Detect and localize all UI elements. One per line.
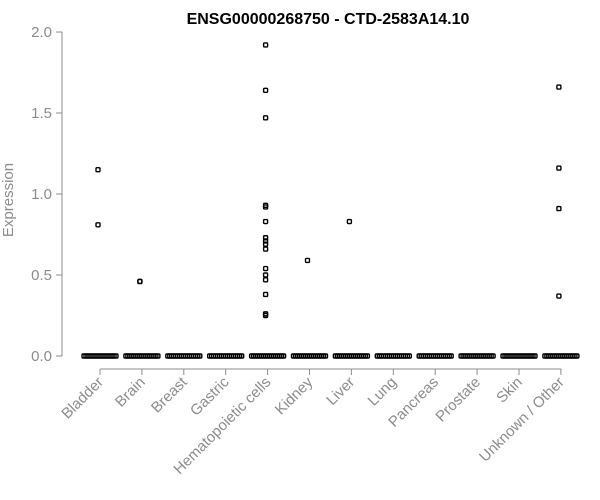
data-point bbox=[262, 246, 269, 252]
data-point bbox=[137, 278, 143, 285]
x-tick-label: Breast bbox=[148, 373, 191, 416]
data-point bbox=[556, 165, 562, 171]
data-point bbox=[556, 205, 562, 212]
zero-point bbox=[238, 353, 245, 359]
y-tick-label: 0.0 bbox=[31, 348, 52, 365]
x-tick-label: Liver bbox=[323, 374, 358, 409]
data-point bbox=[262, 235, 269, 241]
data-point bbox=[262, 291, 269, 298]
zero-point bbox=[406, 353, 412, 359]
data-point bbox=[262, 87, 269, 94]
x-tick-label: Brain bbox=[112, 374, 149, 411]
data-point bbox=[556, 293, 562, 299]
y-tick-label: 0.5 bbox=[31, 267, 52, 284]
data-point bbox=[346, 218, 353, 225]
data-point bbox=[95, 166, 101, 173]
data-point bbox=[262, 42, 269, 48]
data-point bbox=[95, 222, 101, 228]
zero-point bbox=[113, 353, 119, 359]
zero-point bbox=[532, 353, 538, 359]
zero-point bbox=[322, 353, 329, 359]
data-point bbox=[262, 265, 269, 272]
data-point bbox=[262, 277, 269, 283]
x-tick-label: Kidney bbox=[272, 373, 317, 418]
x-tick-label: Lung bbox=[365, 374, 401, 410]
data-point bbox=[262, 115, 269, 121]
data-point bbox=[262, 204, 269, 210]
y-axis: 0.0 0.5 1.0 1.5 2.0 bbox=[31, 24, 63, 365]
x-tick-label: Bladder bbox=[58, 374, 107, 423]
data-point bbox=[556, 84, 562, 90]
data-point bbox=[262, 218, 269, 225]
data-point bbox=[304, 257, 311, 264]
x-tick-label: Skin bbox=[493, 374, 526, 407]
data-point bbox=[262, 238, 269, 244]
data-point bbox=[262, 312, 269, 319]
y-tick-label: 2.0 bbox=[31, 24, 52, 41]
y-tick-label: 1.0 bbox=[31, 186, 52, 203]
data-points bbox=[81, 42, 580, 359]
zero-point bbox=[197, 353, 203, 359]
zero-point bbox=[155, 353, 161, 359]
y-tick-label: 1.5 bbox=[31, 105, 52, 122]
data-point bbox=[262, 272, 269, 278]
zero-point bbox=[364, 353, 371, 359]
zero-point bbox=[490, 353, 496, 359]
zero-point bbox=[448, 353, 454, 359]
y-axis-label: Expression bbox=[0, 163, 17, 237]
zero-point bbox=[574, 353, 580, 359]
zero-point bbox=[280, 353, 287, 359]
chart-title: ENSG00000268750 - CTD-2583A14.10 bbox=[187, 11, 470, 28]
x-tick-label: Prostate bbox=[432, 374, 484, 426]
data-point bbox=[262, 241, 269, 247]
